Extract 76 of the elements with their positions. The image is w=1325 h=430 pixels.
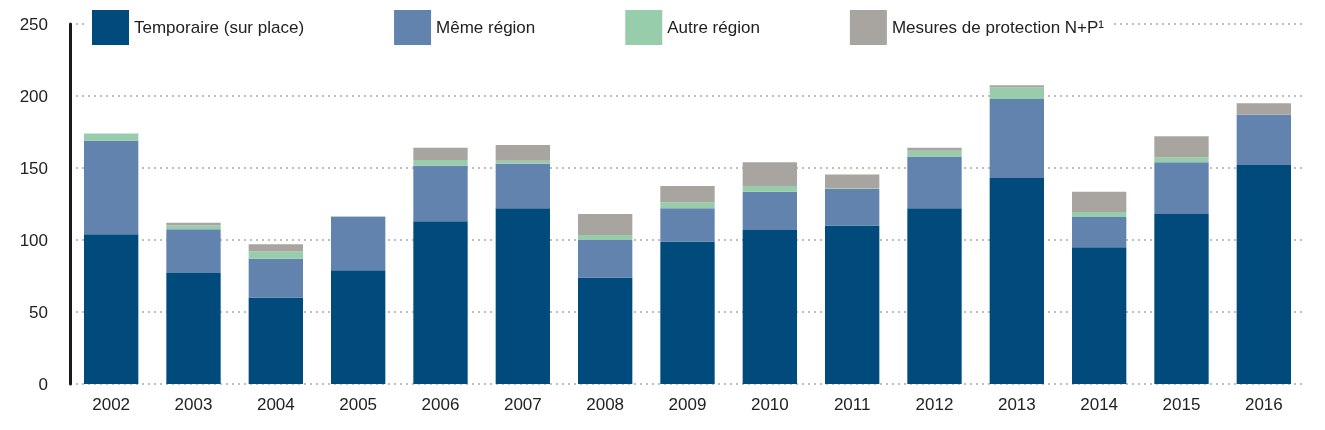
y-tick-label: 0 (38, 374, 48, 394)
bar (825, 225, 880, 384)
bar (495, 160, 550, 164)
bar (989, 87, 1044, 99)
y-tick-label: 250 (19, 14, 48, 34)
bar (742, 186, 797, 192)
bar (166, 222, 221, 226)
bar (989, 85, 1044, 88)
bar (166, 273, 221, 384)
x-tick-label: 2004 (256, 395, 295, 414)
bar (248, 244, 303, 252)
bar (413, 165, 468, 222)
y-tick-label: 200 (19, 86, 48, 106)
bar (495, 144, 550, 161)
x-tick-label: 2015 (1162, 395, 1201, 414)
bar (1072, 211, 1127, 217)
bar (660, 241, 715, 384)
bar (1072, 191, 1127, 212)
bar (248, 251, 303, 259)
bar (1072, 247, 1127, 384)
bar (989, 178, 1044, 384)
bar (578, 277, 633, 384)
bar (1154, 157, 1209, 163)
x-tick-label: 2006 (421, 395, 460, 414)
bar (660, 186, 715, 203)
bar (1072, 216, 1127, 248)
bar (84, 140, 139, 235)
bar (578, 240, 633, 278)
y-tick-label: 100 (19, 230, 48, 250)
bar (495, 163, 550, 209)
bar (825, 174, 880, 189)
bar (248, 258, 303, 298)
bar (1236, 165, 1291, 384)
x-tick-label: 2010 (750, 395, 789, 414)
bar (578, 234, 633, 240)
bar (907, 147, 962, 151)
x-tick-label: 2005 (339, 395, 378, 414)
x-tick-label: 2016 (1244, 395, 1283, 414)
x-tick-label: 2014 (1080, 395, 1119, 414)
x-tick-label: 2008 (586, 395, 625, 414)
bar (1236, 103, 1291, 115)
bar (413, 160, 468, 166)
legend-label: Même région (436, 18, 536, 37)
bar (907, 156, 962, 209)
legend-label: Temporaire (sur place) (134, 18, 305, 37)
legend-label: Autre région (667, 18, 760, 37)
bar (660, 208, 715, 242)
bar (742, 191, 797, 230)
legend-label: Mesures de protection N+P¹ (891, 18, 1105, 37)
bar (331, 216, 386, 271)
y-tick-label: 50 (29, 302, 48, 322)
bar (742, 229, 797, 384)
bar (166, 229, 221, 274)
bar (1154, 214, 1209, 384)
bar (907, 208, 962, 384)
bar (84, 234, 139, 384)
bar (495, 208, 550, 384)
bar (1236, 114, 1291, 166)
y-tick-label: 150 (19, 158, 48, 178)
x-tick-label: 2003 (174, 395, 213, 414)
bar (1154, 136, 1209, 158)
bar (578, 214, 633, 235)
x-tick-label: 2012 (915, 395, 954, 414)
x-tick-label: 2009 (668, 395, 707, 414)
bar (331, 270, 386, 384)
bar (84, 133, 139, 141)
bar (989, 98, 1044, 179)
bar (825, 188, 880, 226)
bar (248, 297, 303, 384)
x-tick-label: 2002 (92, 395, 131, 414)
x-tick-label: 2007 (503, 395, 542, 414)
bar (413, 147, 468, 161)
x-tick-label: 2011 (833, 395, 871, 414)
x-tick-label: 2013 (997, 395, 1036, 414)
bar (1154, 162, 1209, 215)
bar (413, 221, 468, 384)
